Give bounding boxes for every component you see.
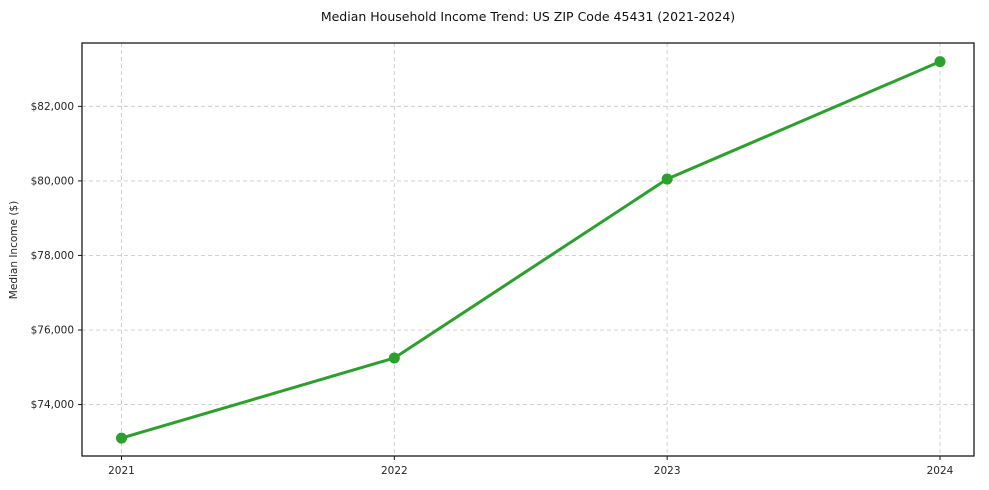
plot-border — [81, 42, 975, 457]
plot-layer: $74,000 $76,000 $78,000 $80,000 $82,000 2021 2… — [31, 42, 975, 477]
y-axis-label: Median Income ($) — [8, 201, 20, 299]
x-tick-label: 2021 — [108, 465, 135, 477]
x-tick-label: 2024 — [927, 465, 954, 477]
data-point-2021 — [116, 432, 127, 444]
x-tick-label: 2022 — [381, 465, 408, 477]
trend-line — [120, 60, 942, 440]
y-tick-label: $78,000 — [31, 250, 74, 262]
y-tick-label: $74,000 — [31, 399, 74, 411]
data-point-2023 — [661, 173, 673, 185]
data-point-2024 — [934, 56, 946, 68]
data-point-2022 — [388, 352, 400, 364]
x-tick-label: 2023 — [654, 465, 681, 477]
y-tick-label: $80,000 — [31, 175, 74, 187]
y-tick-label: $76,000 — [31, 325, 74, 337]
y-tick-label: $82,000 — [31, 101, 74, 113]
chart-title: Median Household Income Trend: US ZIP Co… — [321, 9, 735, 24]
